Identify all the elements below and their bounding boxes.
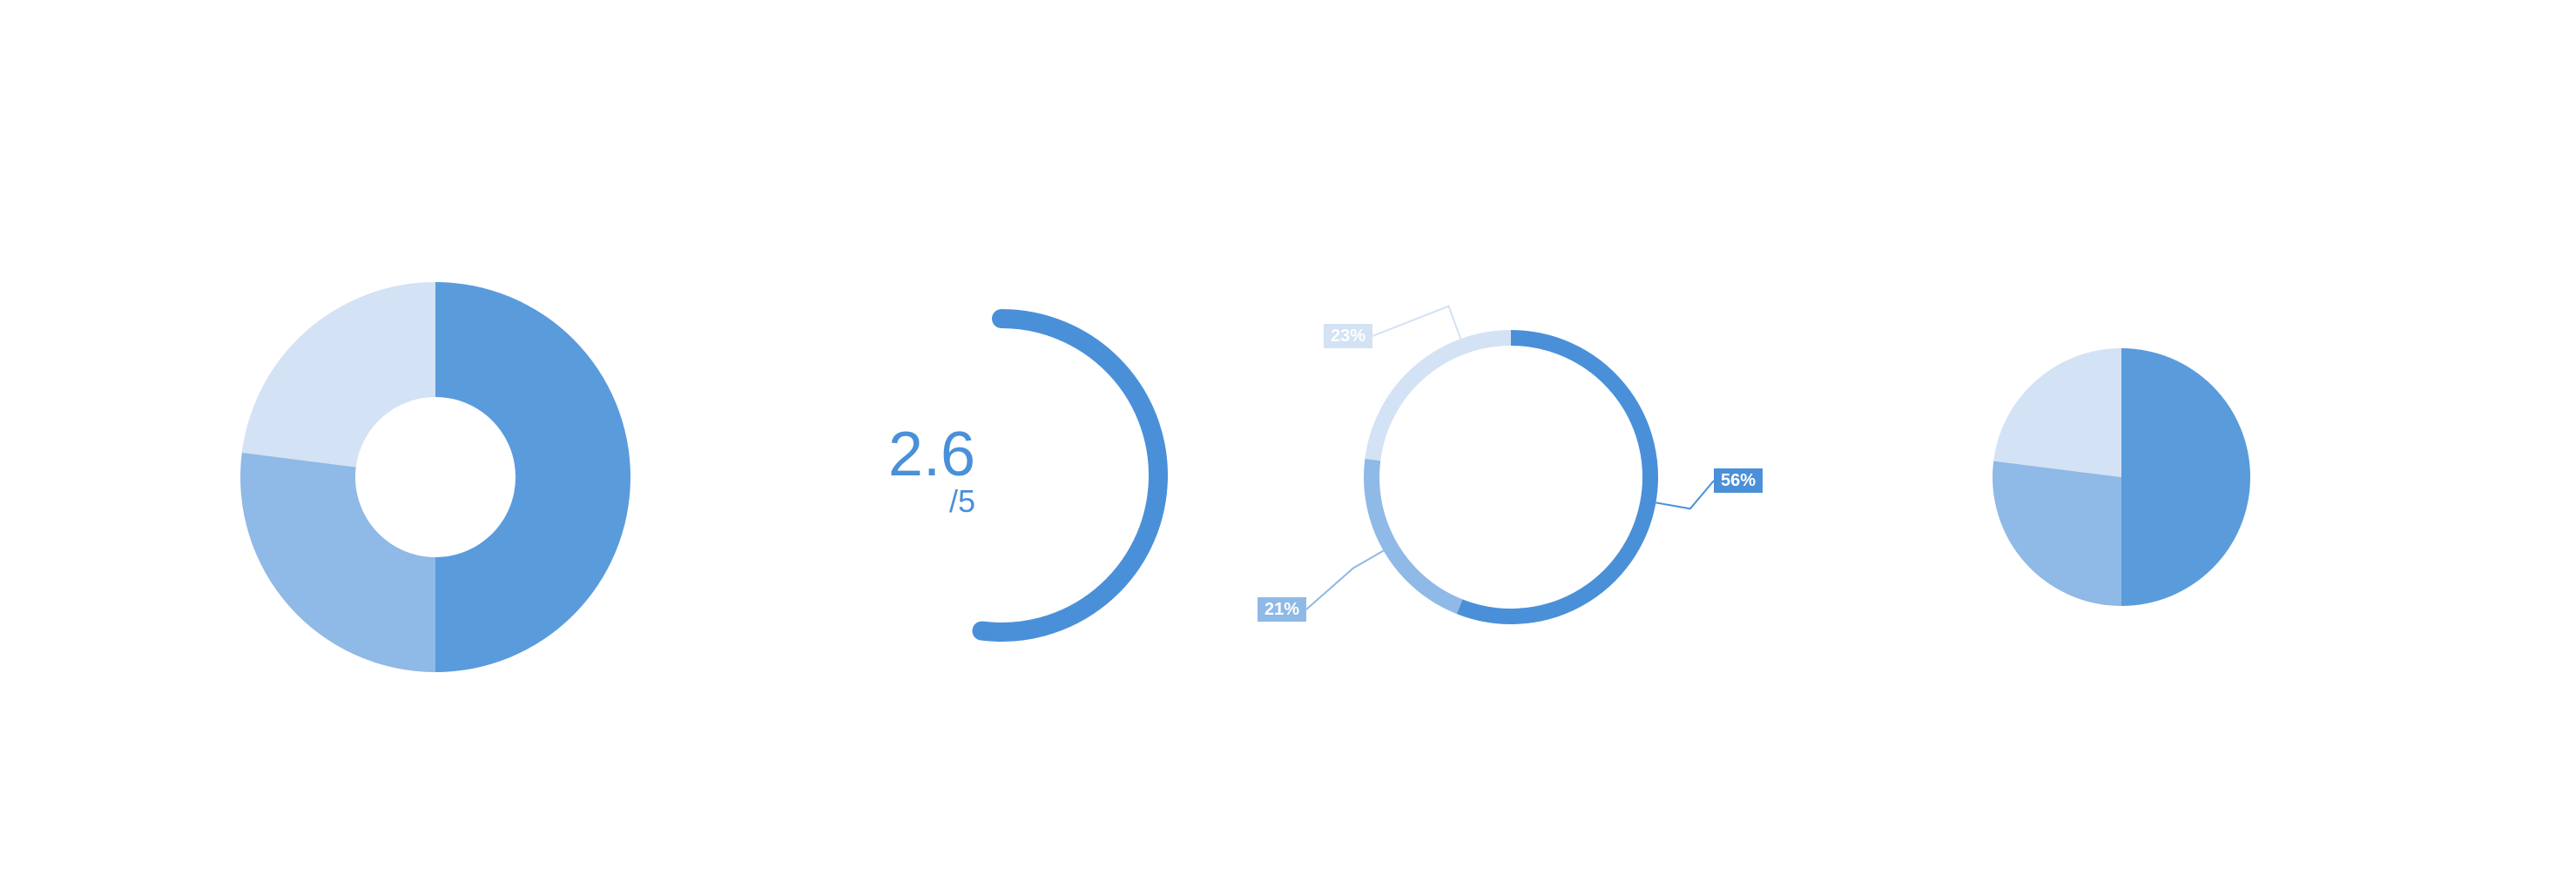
pie-chart	[1989, 345, 2254, 609]
callout-label-2: 23%	[1324, 324, 1372, 348]
charts-row: { "background_color": "#ffffff", "donut"…	[0, 0, 2576, 875]
callout-label-0: 56%	[1714, 468, 1763, 493]
callout-label-1: 21%	[1258, 597, 1306, 622]
